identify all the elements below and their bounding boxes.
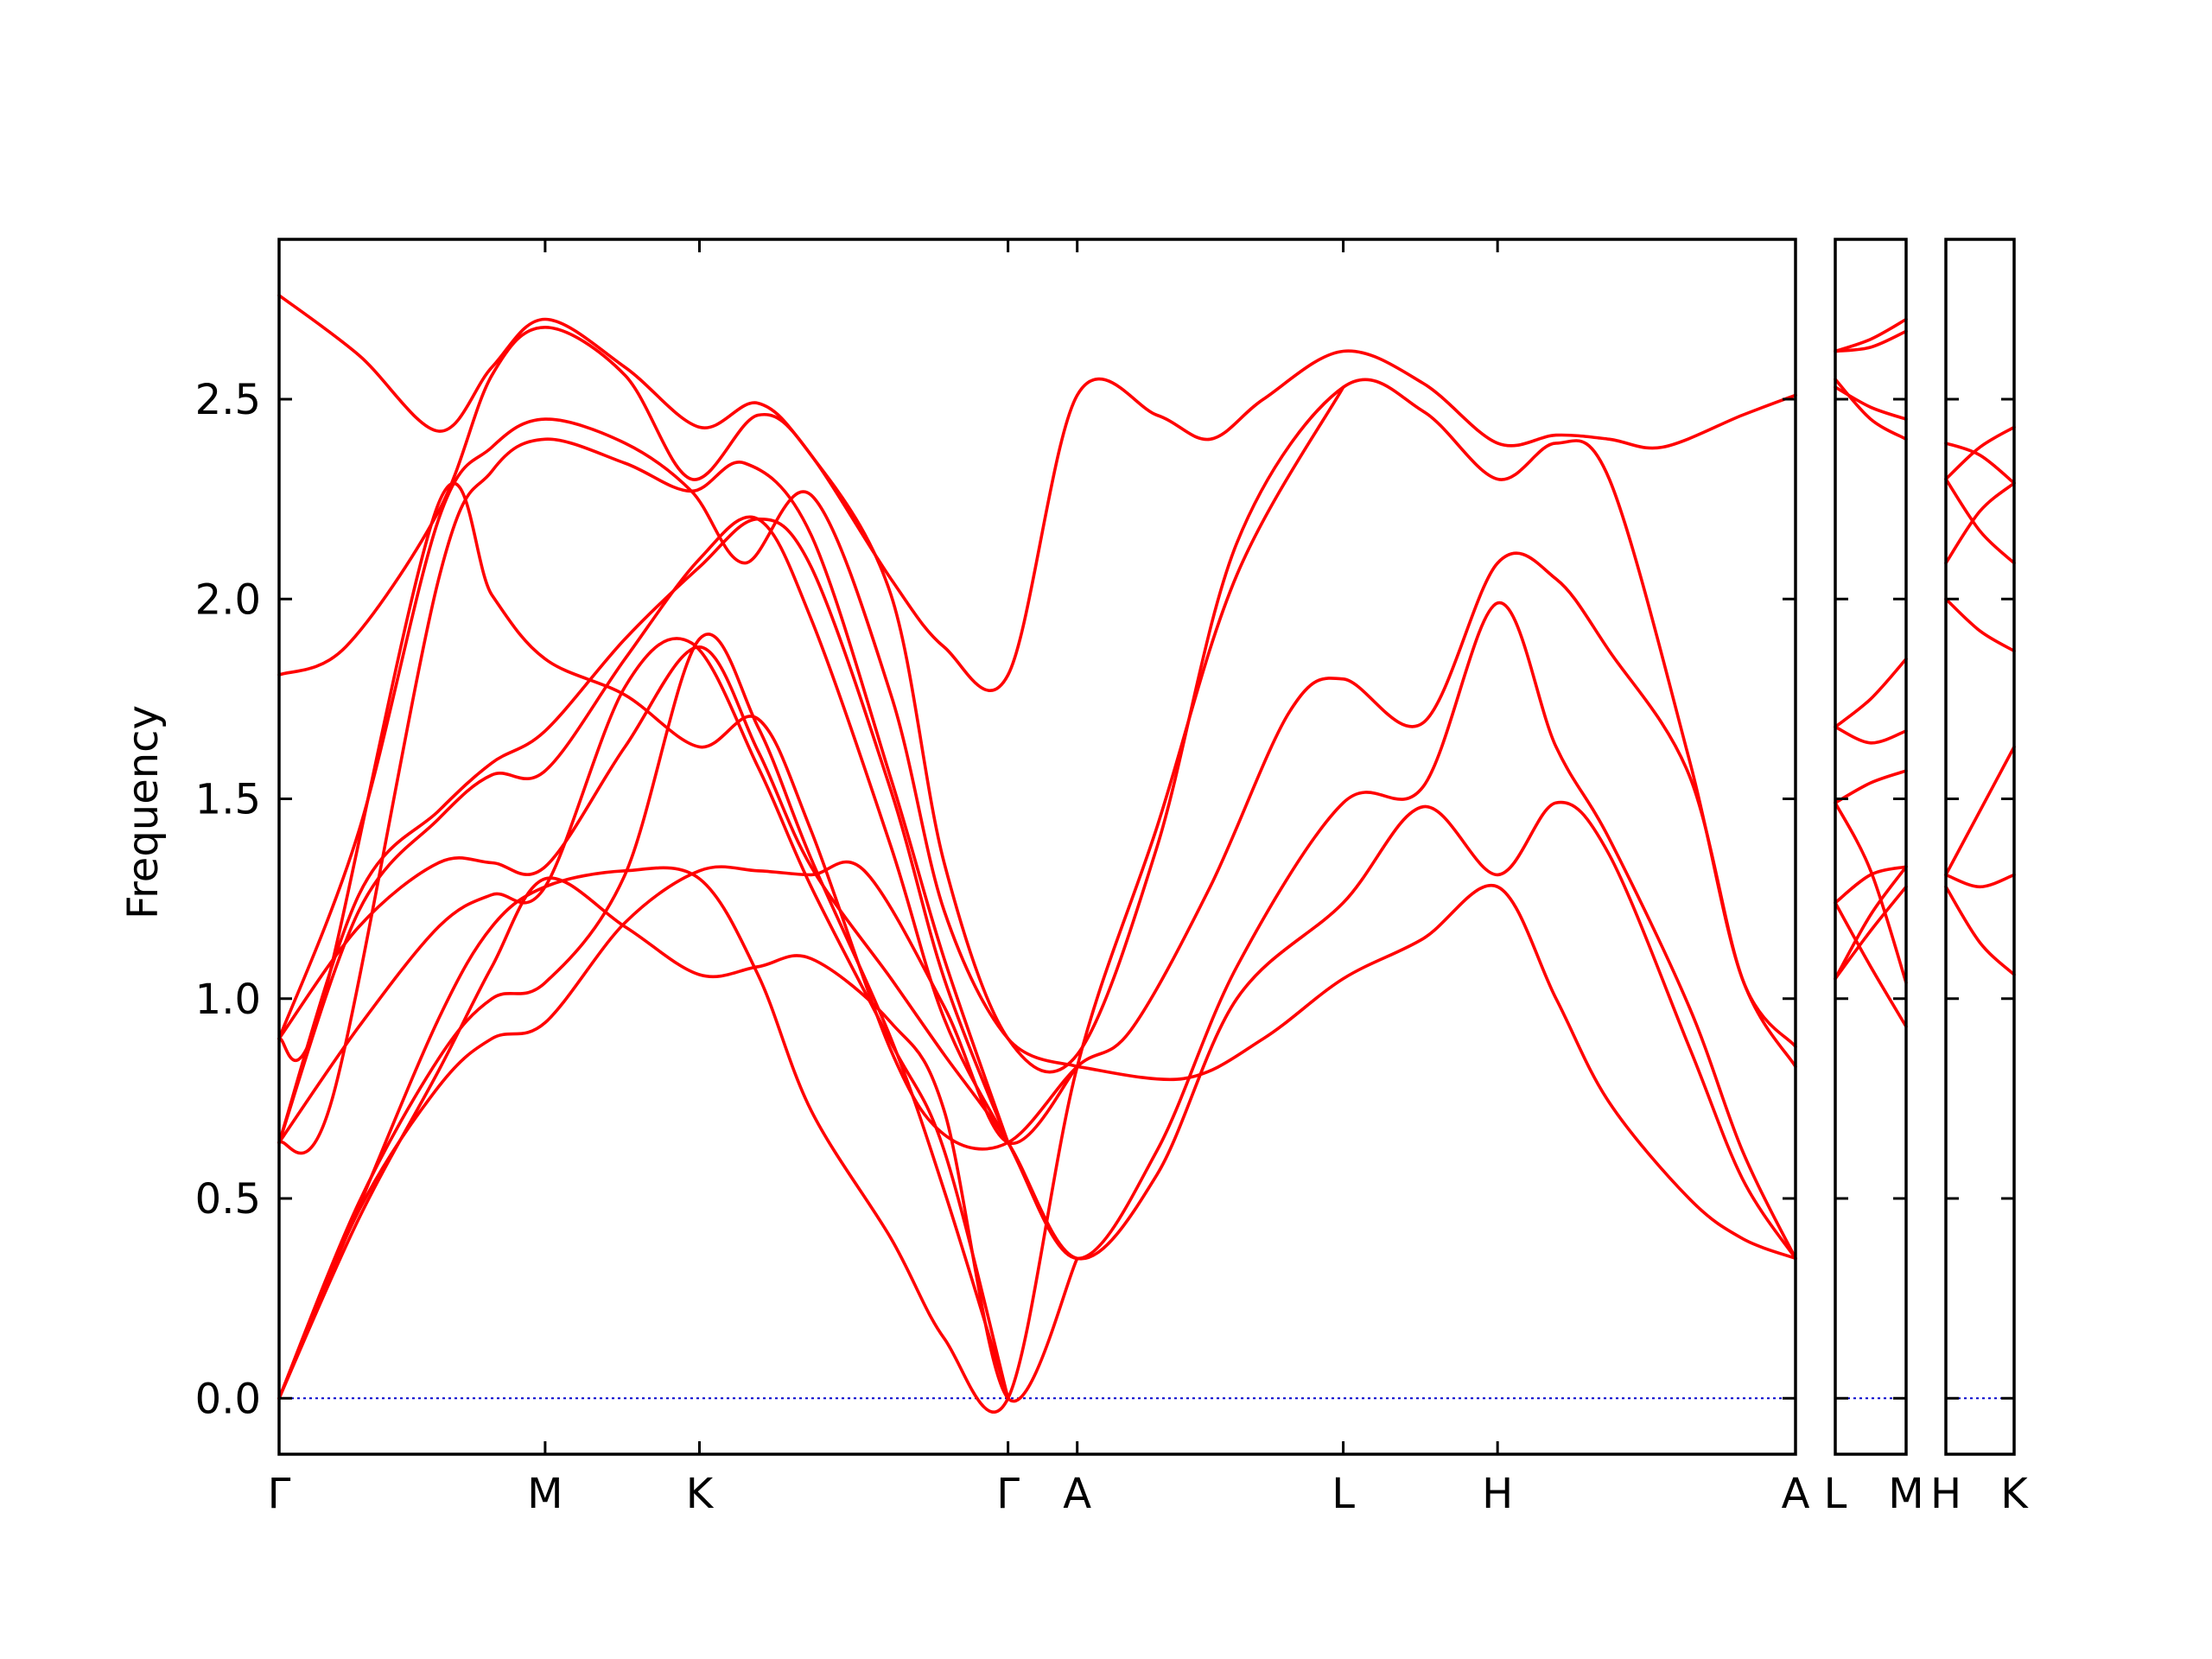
band-32 [1944,873,2016,889]
band-0 [277,294,1797,692]
band-33 [1944,885,2016,976]
band-3 [277,481,1797,1151]
tick-labels: 0.00.51.01.52.02.5Γ M K Γ A L H A L M H K [195,376,2030,1518]
band-29 [1944,481,2016,565]
x-tick-label: K [686,1470,715,1518]
band-26 [1944,442,2016,485]
band-10 [277,860,1079,1401]
x-tick-label: Γ [268,1470,291,1518]
band-6 [277,515,1797,1261]
x-tick-label: A [1063,1470,1091,1518]
band-21 [1834,801,1908,985]
x-tick-label: Γ [996,1470,1020,1518]
band-1 [277,326,1797,1074]
panel-frames [277,238,2016,1456]
band-2 [277,417,1079,1069]
axis-ticks [277,239,2016,1454]
band-9 [277,632,1010,1401]
band-7 [277,645,1797,1261]
y-tick-label: 0.5 [195,1175,261,1224]
x-tick-label: H [1930,1470,1961,1518]
band-11 [277,876,1079,1403]
band-25 [1834,885,1908,981]
band-27 [1944,477,2016,565]
y-tick-label: 2.0 [195,575,261,624]
band-13 [1075,883,1797,1261]
band-22 [1834,901,1908,1028]
band-14 [1834,317,1908,353]
band-5 [277,517,1010,1145]
band-12 [277,385,1345,1414]
x-tick-label: H [1482,1470,1513,1518]
band-8 [277,637,1010,1401]
y-tick-label: 1.5 [195,776,261,824]
panel-frame-1 [1834,238,1908,1456]
band-15 [1834,329,1908,353]
band-17 [1834,378,1908,442]
band-31 [1944,745,2016,877]
band-23 [1834,865,1908,905]
band-18 [1834,657,1908,729]
panel-frame-0 [277,238,1797,1456]
band-24 [1834,865,1908,981]
y-axis-label: Frequency [119,705,168,919]
band-30 [1944,597,2016,653]
x-tick-label: K [2000,1470,2029,1518]
x-tick-label: L [1332,1470,1355,1518]
y-tick-label: 2.5 [195,376,261,424]
panel-frame-2 [1944,238,2016,1456]
band-curves [277,294,2016,1414]
x-tick-label: A [1782,1470,1810,1518]
y-tick-label: 1.0 [195,976,261,1024]
band-16 [1834,385,1908,421]
band-28 [1944,425,2016,481]
x-tick-label: M [1888,1470,1923,1518]
y-tick-label: 0.0 [195,1375,261,1423]
band-19 [1834,725,1908,745]
x-tick-label: L [1824,1470,1847,1518]
x-tick-label: M [527,1470,563,1518]
band-4 [277,437,1010,1155]
